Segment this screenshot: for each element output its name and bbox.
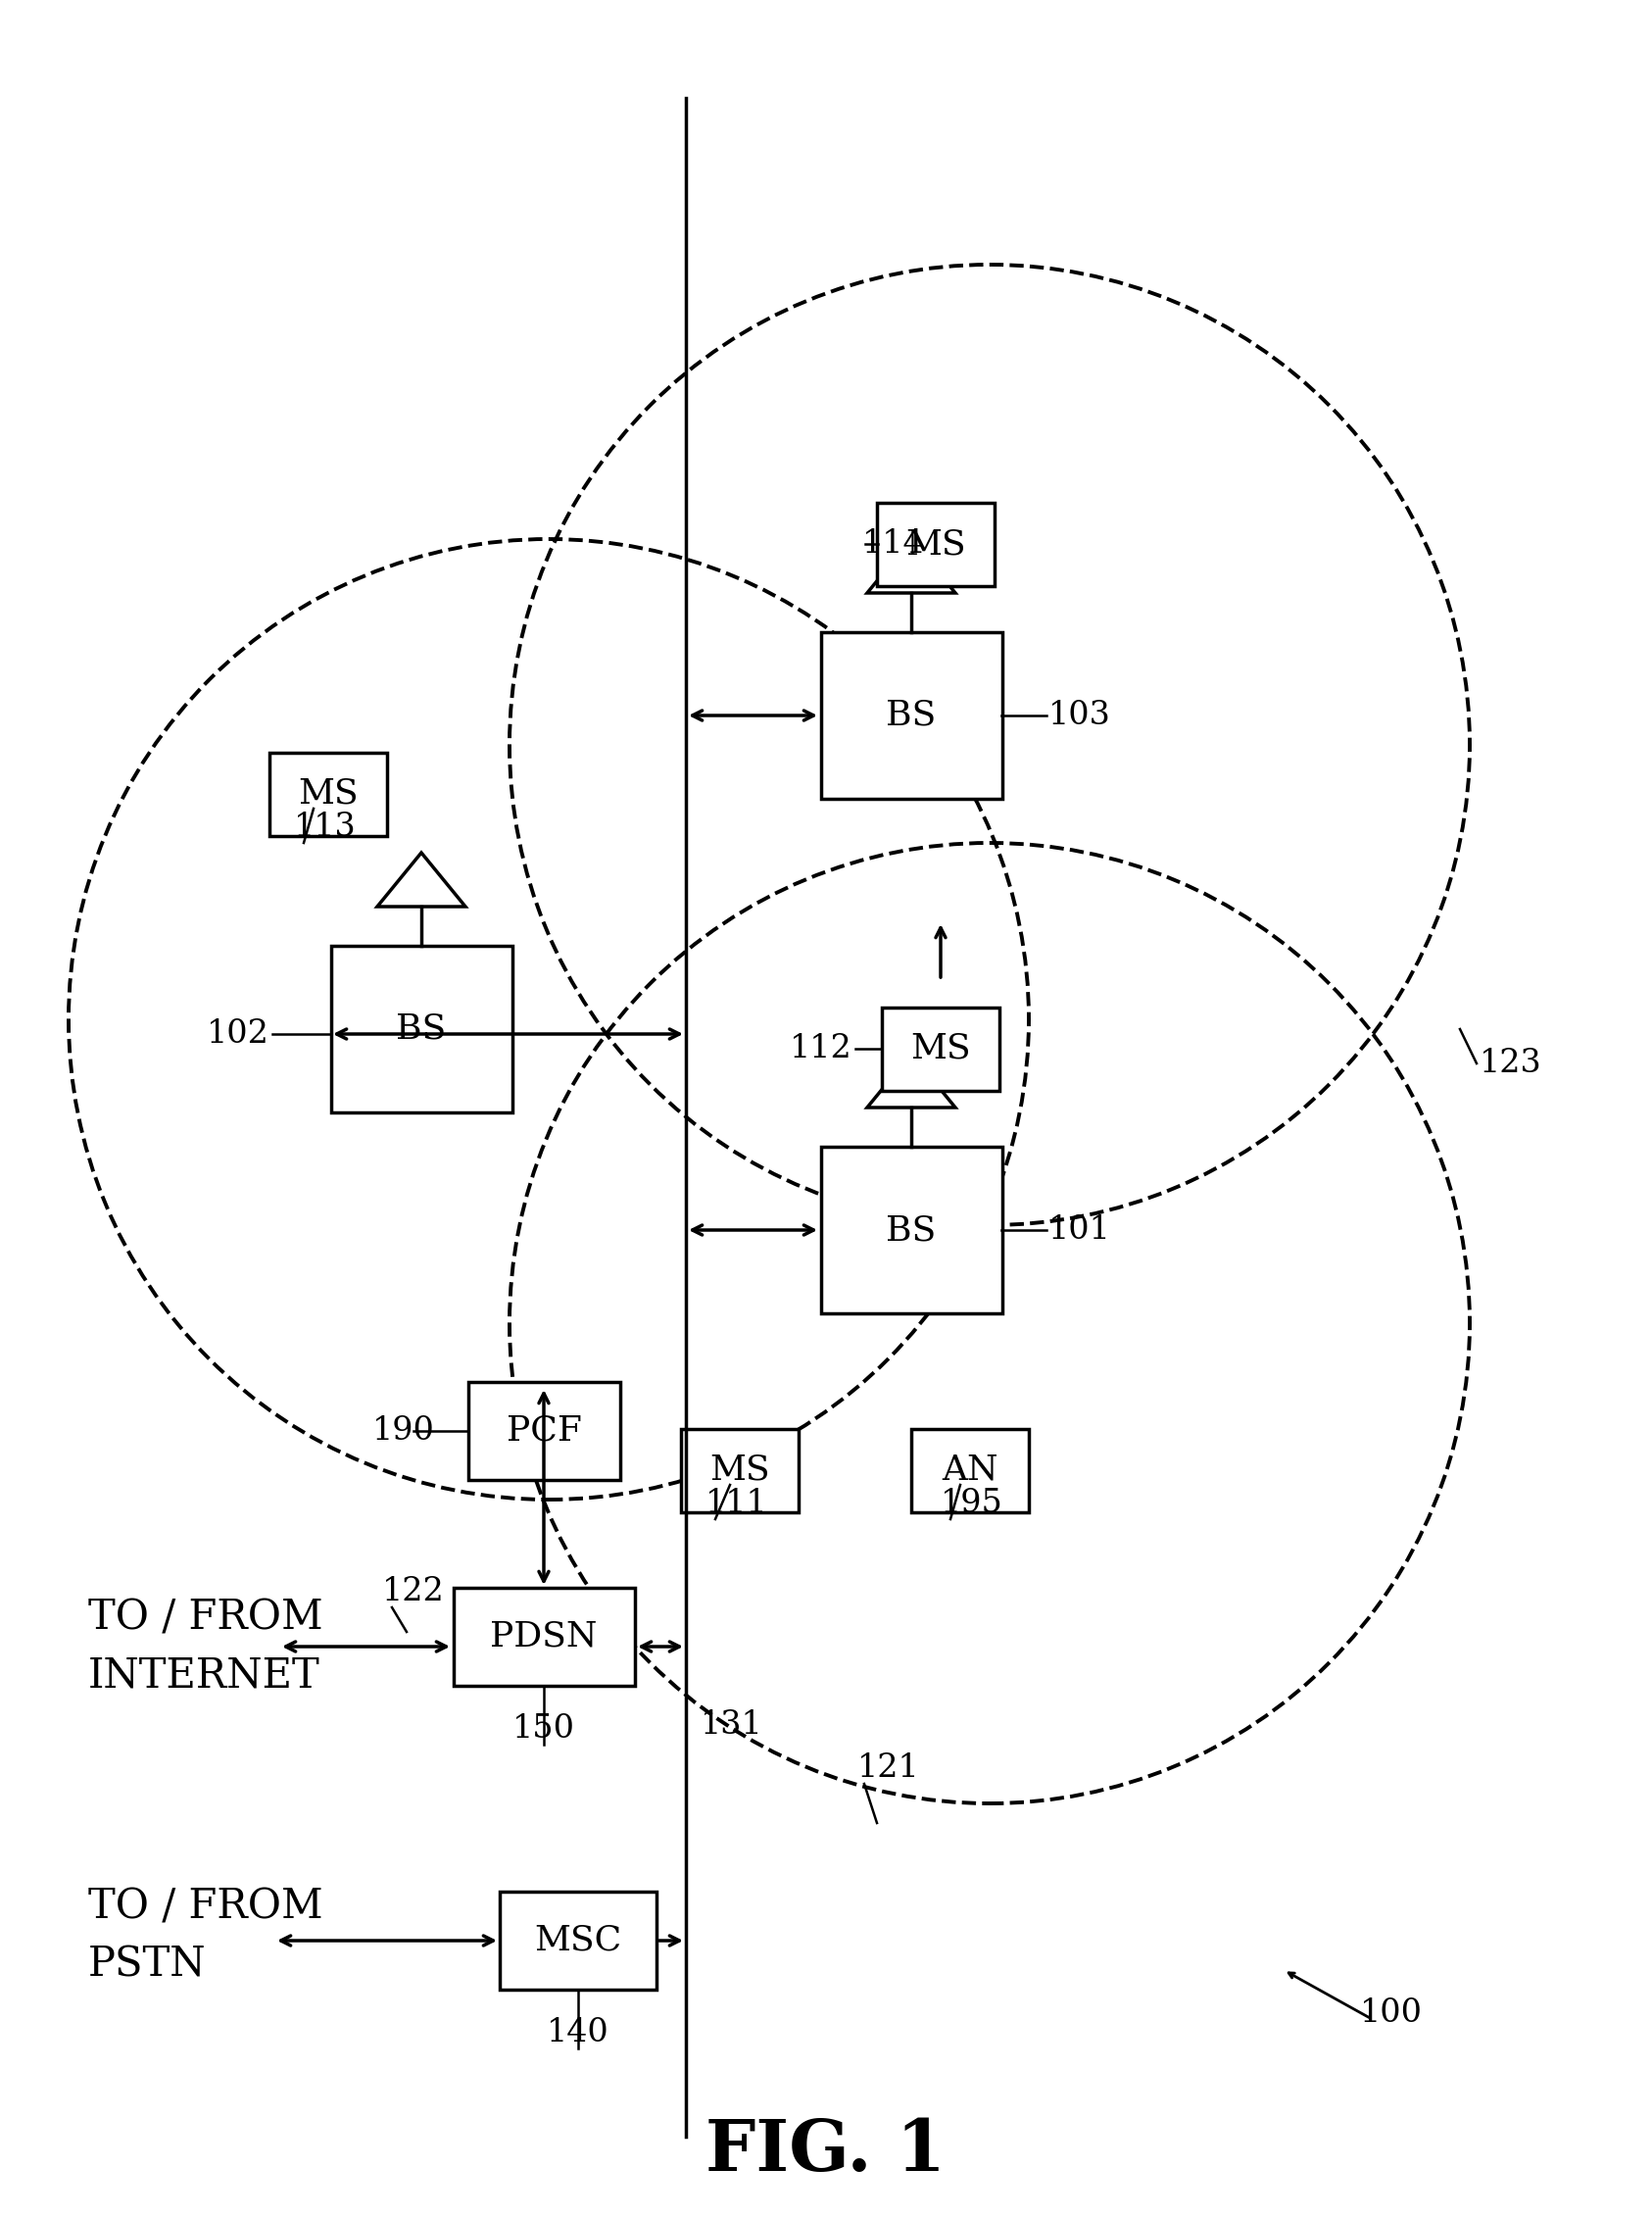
- Text: MSC: MSC: [534, 1923, 621, 1956]
- Text: 140: 140: [547, 2016, 610, 2049]
- Bar: [877, 501, 995, 586]
- Text: 150: 150: [512, 1712, 575, 1746]
- Bar: [882, 1007, 999, 1091]
- Text: PCF: PCF: [506, 1415, 582, 1448]
- Text: TO / FROM
INTERNET: TO / FROM INTERNET: [88, 1597, 324, 1697]
- Text: 114: 114: [862, 528, 925, 559]
- Bar: [269, 752, 387, 836]
- Text: 103: 103: [1049, 701, 1112, 732]
- Text: MS: MS: [910, 1031, 971, 1065]
- Text: 112: 112: [790, 1034, 852, 1065]
- Text: PDSN: PDSN: [491, 1619, 598, 1652]
- Bar: [453, 1588, 634, 1686]
- Text: MS: MS: [297, 776, 358, 810]
- Bar: [499, 1892, 656, 1990]
- Text: 131: 131: [700, 1710, 763, 1741]
- Bar: [330, 945, 512, 1113]
- Bar: [821, 632, 1001, 798]
- Text: 100: 100: [1360, 1998, 1422, 2029]
- Bar: [912, 1428, 1029, 1513]
- Text: 102: 102: [206, 1018, 269, 1049]
- Text: 122: 122: [382, 1577, 444, 1608]
- Text: 190: 190: [372, 1415, 434, 1446]
- Text: TO / FROM
PSTN: TO / FROM PSTN: [88, 1888, 324, 1985]
- Bar: [468, 1382, 620, 1479]
- Text: FIG. 1: FIG. 1: [705, 2116, 947, 2187]
- Text: 123: 123: [1480, 1047, 1541, 1080]
- Text: MS: MS: [710, 1453, 770, 1486]
- Text: 101: 101: [1049, 1215, 1112, 1247]
- Text: BS: BS: [396, 1011, 446, 1045]
- Text: 121: 121: [857, 1752, 920, 1783]
- Bar: [821, 1147, 1001, 1313]
- Text: BS: BS: [885, 1213, 937, 1247]
- Text: BS: BS: [885, 699, 937, 732]
- Text: MS: MS: [905, 528, 966, 561]
- Bar: [681, 1428, 798, 1513]
- Text: AN: AN: [942, 1453, 998, 1486]
- Text: 113: 113: [294, 812, 357, 843]
- Text: 195: 195: [940, 1488, 1003, 1519]
- Text: 111: 111: [705, 1488, 768, 1519]
